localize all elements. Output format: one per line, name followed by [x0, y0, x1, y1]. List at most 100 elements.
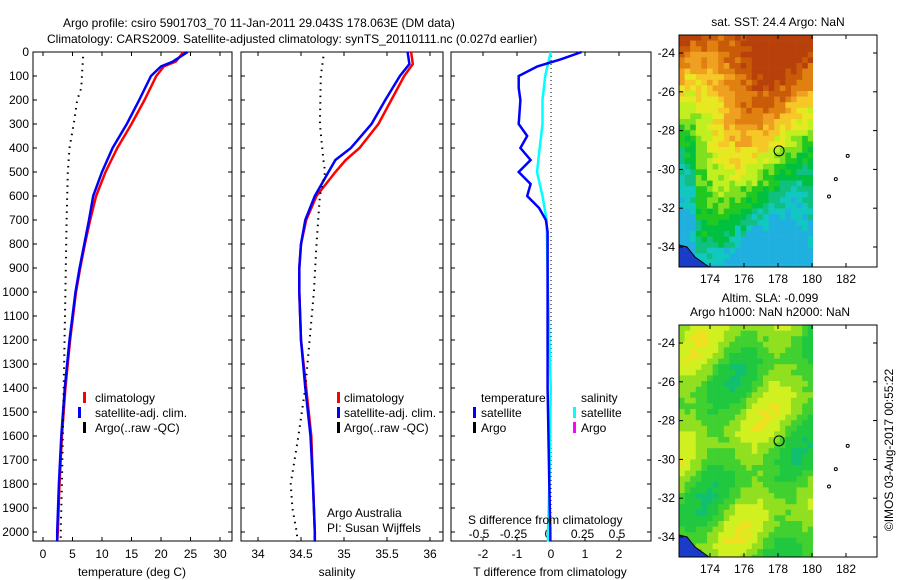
- map-cell: [796, 353, 803, 359]
- map-cell: [679, 85, 685, 92]
- map-cell: [796, 549, 803, 555]
- map-cell: [707, 397, 713, 404]
- map-cell: [796, 197, 803, 204]
- map-cell: [684, 113, 691, 120]
- map-cell: [679, 487, 685, 494]
- map-cell: [740, 532, 747, 539]
- map-cell: [785, 124, 792, 131]
- map-cell: [718, 141, 725, 148]
- map-cell: [807, 259, 813, 265]
- map-cell: [796, 180, 803, 187]
- map-cell: [718, 130, 725, 137]
- island-outline: [845, 153, 850, 158]
- map-cell: [763, 364, 769, 371]
- map-cell: [695, 91, 702, 97]
- map-cell: [796, 253, 803, 260]
- map-cell: [796, 358, 803, 365]
- map-cell: [796, 242, 803, 249]
- map-cell: [774, 91, 781, 97]
- map-cell: [740, 453, 747, 460]
- map-cell: [712, 403, 719, 410]
- map-cell: [785, 487, 792, 494]
- map-cell: [746, 437, 753, 443]
- map-cell: [679, 74, 685, 81]
- map-cell: [740, 113, 747, 120]
- map-cell: [779, 386, 786, 393]
- map-cell: [785, 414, 792, 421]
- map-cell: [807, 68, 813, 75]
- map-cell: [796, 515, 803, 522]
- map-cell: [807, 40, 813, 47]
- map-cell: [729, 537, 736, 544]
- map-cell: [807, 158, 813, 165]
- map-cell: [802, 509, 809, 516]
- map-cell: [684, 51, 691, 58]
- map-cell: [807, 481, 813, 488]
- map-cell: [796, 124, 803, 131]
- map-cell: [707, 152, 713, 159]
- map-cell: [757, 163, 764, 170]
- map-cell: [695, 242, 702, 249]
- map-cell: [751, 448, 758, 455]
- legend-swatch-argo: [337, 422, 340, 433]
- map-cell: [807, 448, 813, 455]
- map-cell: [807, 113, 813, 120]
- lat-tick-label: -34: [658, 530, 676, 544]
- map-cell: [690, 336, 697, 343]
- map-cell: [701, 397, 708, 404]
- map-cell: [807, 431, 813, 438]
- map-cell: [684, 225, 691, 232]
- map-cell: [690, 381, 697, 387]
- map-cell: [807, 437, 813, 443]
- map-cell: [718, 191, 725, 198]
- map-cell: [802, 35, 809, 41]
- map-cell: [712, 180, 719, 187]
- map-cell: [729, 119, 736, 125]
- map-cell: [774, 191, 781, 198]
- map-cell: [712, 381, 719, 387]
- map-cell: [690, 102, 697, 109]
- map-cell: [763, 79, 769, 86]
- map-cell: [807, 459, 813, 466]
- map-cell: [785, 481, 792, 488]
- map-cell: [718, 431, 725, 438]
- map-cell: [746, 107, 753, 114]
- map-cell: [785, 554, 792, 557]
- map-cell: [701, 214, 708, 221]
- map-cell: [684, 353, 691, 359]
- map-cell: [791, 336, 797, 343]
- map-cell: [757, 397, 764, 404]
- pi-label: PI: Susan Wijffels: [327, 521, 421, 535]
- map-cell: [740, 197, 747, 204]
- map-cell: [690, 386, 697, 393]
- map-cell: [729, 247, 736, 254]
- map-cell: [807, 236, 813, 243]
- map-cell: [796, 175, 803, 181]
- map-cell: [763, 437, 769, 443]
- map-cell: [735, 420, 741, 427]
- map-cell: [774, 409, 781, 415]
- map-cell: [746, 163, 753, 170]
- map-cell: [757, 107, 764, 114]
- map-cell: [735, 409, 741, 415]
- map-cell: [785, 459, 792, 466]
- map-cell: [763, 208, 769, 215]
- map-cell: [735, 141, 741, 148]
- map-cell: [774, 431, 781, 438]
- map-cell: [718, 85, 725, 92]
- map-cell: [802, 425, 809, 432]
- map-cell: [757, 381, 764, 387]
- map-cell: [746, 375, 753, 382]
- map-cell: [807, 521, 813, 527]
- map-cell: [679, 358, 685, 365]
- map-cell: [679, 214, 685, 221]
- map-cell: [701, 369, 708, 376]
- map-cell: [690, 57, 697, 64]
- map-cell: [723, 130, 730, 137]
- map-cell: [718, 242, 725, 249]
- map-cell: [763, 453, 769, 460]
- map-cell: [746, 231, 753, 237]
- map-cell: [785, 364, 792, 371]
- map-cell: [751, 147, 758, 153]
- map-cell: [729, 549, 736, 555]
